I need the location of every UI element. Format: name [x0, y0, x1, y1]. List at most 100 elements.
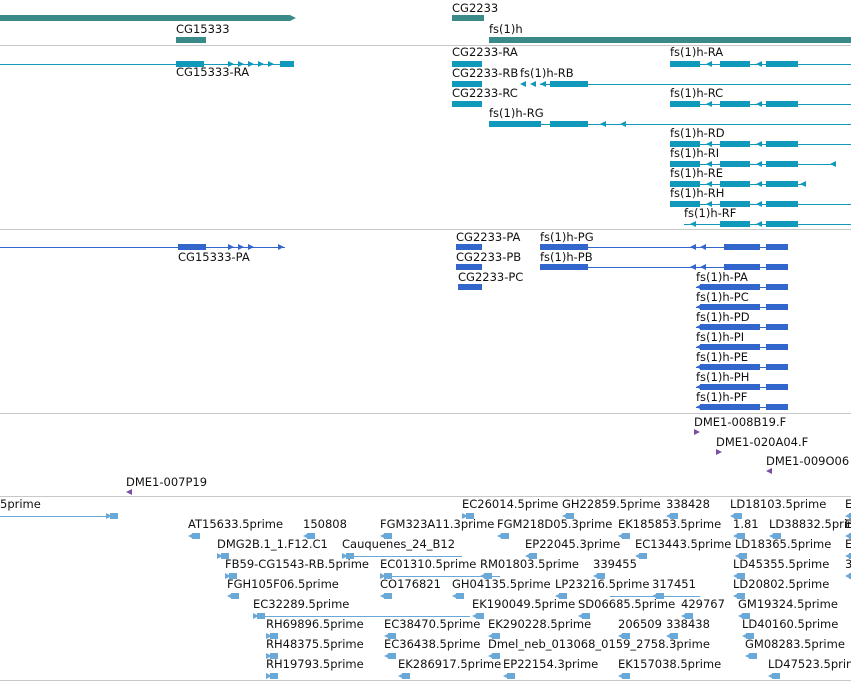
strand-arrow-left-icon [227, 593, 233, 599]
strand-arrow-left-icon [398, 673, 404, 679]
strand-arrow-left-icon [756, 201, 762, 207]
feature-label: LD38832.5prime [769, 517, 851, 531]
exon-block [176, 37, 206, 43]
strand-arrow-left-icon [756, 101, 762, 107]
strand-arrow-left-icon [618, 673, 624, 679]
feature-label: EC38470.5prime [384, 617, 481, 631]
exon-block [622, 673, 630, 679]
strand-arrow-left-icon [464, 244, 470, 250]
strand-arrow-left-icon [730, 513, 736, 519]
exon-block [231, 593, 239, 599]
strand-arrow-left-icon [635, 553, 641, 559]
strand-arrow-left-icon [696, 284, 702, 290]
strand-arrow-left-icon [742, 633, 748, 639]
exon-block [670, 513, 678, 519]
exon-block [766, 364, 788, 370]
feature-label: CO176821 [380, 577, 441, 591]
strand-arrow-left-icon [756, 221, 762, 227]
exon-block [670, 101, 700, 107]
strand-arrow-left-icon [681, 613, 687, 619]
feature-label: DMG2B.1_1.F12.C1 [217, 537, 328, 551]
strand-arrow-left-icon [530, 81, 536, 87]
feature-label: 429767 [681, 597, 725, 611]
exon-block [737, 573, 745, 579]
exon-block [566, 513, 574, 519]
strand-arrow-left-icon [460, 61, 466, 67]
exon-block [766, 181, 798, 187]
feature-label: GH04135.5prime [452, 577, 551, 591]
exon-block [0, 15, 290, 21]
track-separator [0, 229, 851, 230]
feature-label: 5prime [0, 497, 41, 511]
exon-block [384, 533, 392, 539]
strand-arrow-left-icon [800, 181, 806, 187]
strand-arrow-right-icon [106, 513, 112, 519]
strand-arrow-left-icon [706, 284, 712, 290]
feature-label: fs(1)h-RA [670, 45, 724, 59]
feature-label: RH48375.5prime [266, 637, 364, 651]
strand-arrow-left-icon [303, 533, 309, 539]
exon-block [766, 344, 788, 350]
feature-line [380, 576, 500, 577]
feature-label: DME1-009O06 [766, 454, 850, 468]
exon-block [700, 324, 724, 330]
exon-block [700, 344, 724, 350]
strand-arrow-left-icon [468, 61, 474, 67]
exon-block [724, 304, 760, 310]
exon-block [766, 221, 798, 227]
strand-arrow-left-icon [452, 593, 458, 599]
feature-label: fs(1)h-RH [670, 186, 725, 200]
feature-label: CG15333 [176, 22, 230, 36]
exon-block [766, 284, 788, 290]
exon-block [639, 553, 647, 559]
strand-arrow-left-icon [488, 633, 494, 639]
strand-arrow-left-icon [460, 81, 466, 87]
strand-arrow-left-icon [472, 264, 478, 270]
strand-arrow-left-icon [845, 533, 851, 539]
feature-label: fs(1)h-RB [520, 66, 574, 80]
strand-arrow-left-icon [562, 513, 568, 519]
strand-arrow-left-icon [452, 61, 458, 67]
exon-block [720, 221, 750, 227]
strand-arrow-right-icon [342, 553, 348, 559]
feature-label: AT15633.5prime [188, 517, 284, 531]
strand-arrow-left-icon [756, 141, 762, 147]
exon-block [221, 553, 229, 559]
strand-arrow-left-icon [488, 653, 494, 659]
strand-arrow-right-icon [278, 244, 284, 250]
strand-arrow-left-icon [700, 244, 706, 250]
feature-label: EC26014.5prime [462, 497, 559, 511]
strand-arrow-left-icon [452, 81, 458, 87]
exon-block [773, 533, 781, 539]
strand-arrow-left-icon [620, 121, 626, 127]
strand-arrow-left-icon [690, 264, 696, 270]
exon-block [766, 61, 798, 67]
exon-block [550, 81, 588, 87]
strand-arrow-left-icon [472, 244, 478, 250]
strand-arrow-left-icon [706, 344, 712, 350]
strand-arrow-left-icon [756, 61, 762, 67]
feature-label: Dmel_neb_013068_0159_2758.3prime [488, 637, 710, 651]
exon-block [720, 181, 750, 187]
exon-block [307, 533, 315, 539]
feature-label: EC01310.5prime [380, 557, 477, 571]
feature-label: EP22045.3prime [525, 537, 621, 551]
exon-block [724, 344, 760, 350]
strand-arrow-left-icon [696, 324, 702, 330]
exon-block [700, 404, 724, 410]
feature-label: 3 [845, 557, 851, 571]
strand-arrow-left-icon [696, 344, 702, 350]
strand-arrow-left-icon [706, 304, 712, 310]
exon-block [476, 613, 484, 619]
strand-arrow-left-icon [464, 264, 470, 270]
feature-label: fs(1)h-PI [696, 330, 745, 344]
feature-label: CG2233-RB [452, 66, 519, 80]
exon-block [229, 573, 237, 579]
exon-block [466, 513, 474, 519]
feature-label: FGM323A11.3prime [380, 517, 495, 531]
strand-arrow-left-icon [666, 633, 672, 639]
exon-block [670, 181, 700, 187]
strand-arrow-right-icon [716, 449, 722, 455]
feature-label: fs(1)h-PH [696, 370, 750, 384]
feature-line [540, 247, 788, 248]
